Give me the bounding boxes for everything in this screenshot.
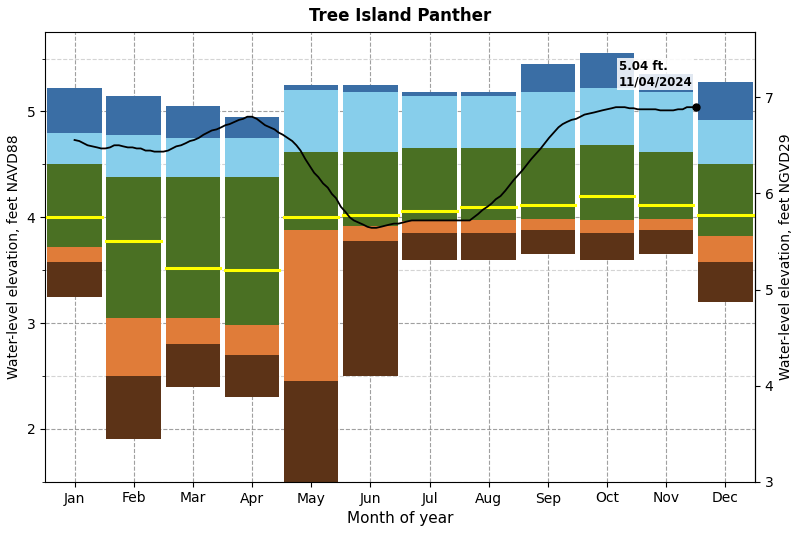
Y-axis label: Water-level elevation, feet NGVD29: Water-level elevation, feet NGVD29 [779, 134, 793, 380]
Bar [284, 381, 338, 482]
Bar [47, 164, 102, 247]
Bar [580, 53, 634, 88]
Y-axis label: Water-level elevation, feet NAVD88: Water-level elevation, feet NAVD88 [7, 135, 21, 379]
Bar [639, 230, 694, 254]
Bar [580, 233, 634, 260]
Bar [284, 151, 338, 230]
Bar [343, 85, 398, 92]
Bar [225, 138, 279, 177]
Bar [462, 233, 516, 260]
Bar [580, 88, 634, 146]
Bar [343, 240, 398, 376]
Bar [402, 149, 457, 222]
Bar [402, 92, 457, 95]
Bar [106, 95, 161, 135]
Bar [47, 133, 102, 164]
Bar [639, 92, 694, 151]
Bar [462, 95, 516, 149]
Bar [639, 151, 694, 220]
Bar [698, 262, 753, 302]
Bar [106, 135, 161, 177]
Bar [47, 262, 102, 296]
X-axis label: Month of year: Month of year [346, 511, 453, 526]
Bar [47, 247, 102, 262]
Bar [462, 149, 516, 221]
Bar [47, 88, 102, 133]
Bar [343, 225, 398, 240]
Bar [521, 64, 575, 92]
Text: 5.04 ft.
11/04/2024: 5.04 ft. 11/04/2024 [619, 60, 693, 88]
Bar [639, 75, 694, 92]
Bar [521, 230, 575, 254]
Bar [225, 325, 279, 355]
Bar [106, 318, 161, 376]
Bar [402, 222, 457, 233]
Bar [225, 117, 279, 138]
Bar [343, 151, 398, 225]
Bar [521, 149, 575, 220]
Bar [402, 233, 457, 260]
Bar [284, 85, 338, 90]
Bar [698, 164, 753, 236]
Bar [166, 106, 220, 138]
Bar [698, 120, 753, 164]
Bar [166, 138, 220, 177]
Bar [225, 355, 279, 397]
Bar [580, 221, 634, 233]
Bar [284, 230, 338, 381]
Bar [166, 318, 220, 344]
Bar [521, 92, 575, 149]
Title: Tree Island Panther: Tree Island Panther [309, 7, 491, 25]
Bar [580, 146, 634, 221]
Bar [106, 177, 161, 318]
Bar [462, 92, 516, 95]
Bar [698, 82, 753, 120]
Bar [284, 90, 338, 151]
Bar [639, 220, 694, 230]
Bar [343, 92, 398, 151]
Bar [166, 344, 220, 386]
Bar [106, 376, 161, 439]
Bar [225, 177, 279, 325]
Bar [166, 177, 220, 318]
Bar [698, 236, 753, 262]
Bar [521, 220, 575, 230]
Bar [462, 221, 516, 233]
Bar [402, 95, 457, 149]
